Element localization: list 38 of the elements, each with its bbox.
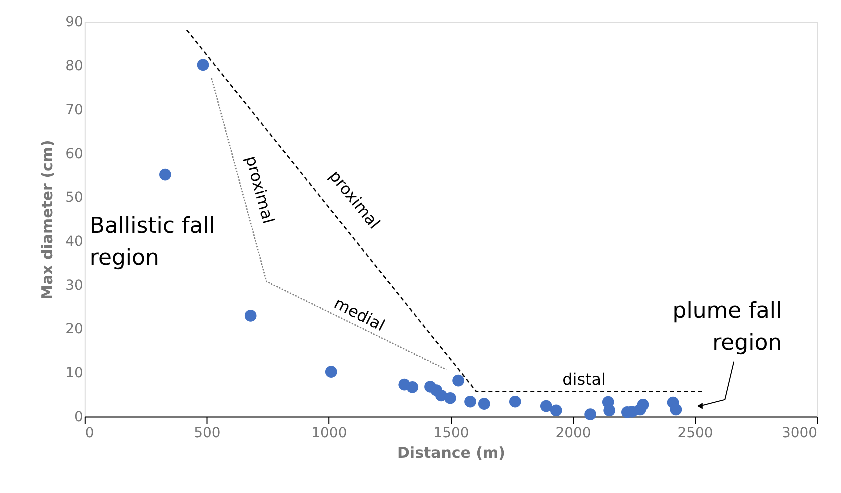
point — [325, 366, 338, 378]
point — [637, 399, 650, 411]
annotation: Ballistic fall region — [90, 214, 216, 271]
x-tick-label: 1500 — [434, 425, 470, 442]
x-axis-title: Distance (m) — [398, 444, 506, 462]
point — [604, 404, 616, 417]
point — [406, 382, 419, 394]
y-tick-label: 30 — [66, 278, 84, 294]
x-tick-label: 0 — [85, 425, 94, 442]
x-tick-label: 500 — [194, 425, 221, 442]
point — [464, 396, 476, 408]
annotation: plume fall region — [672, 298, 782, 356]
y-tick-label: 10 — [66, 365, 84, 382]
point — [478, 398, 490, 410]
y-tick-label: 60 — [66, 146, 84, 162]
x-tick-label: 2500 — [678, 425, 714, 442]
point — [444, 392, 456, 404]
point — [584, 408, 596, 420]
annotation: distal — [562, 370, 606, 389]
point — [452, 374, 464, 387]
point — [509, 396, 522, 408]
y-tick-label: 20 — [66, 322, 84, 338]
point — [244, 310, 257, 322]
x-tick-label: 2000 — [556, 425, 592, 442]
y-tick-label: 80 — [66, 58, 84, 75]
y-tick-label: 50 — [66, 190, 84, 206]
point — [197, 59, 210, 72]
x-tick-label: 1000 — [312, 425, 348, 442]
y-tick-label: 0 — [74, 409, 84, 426]
y-axis-title: Max diameter (cm) — [38, 140, 57, 300]
point — [550, 404, 562, 417]
y-tick-label: 70 — [66, 102, 84, 118]
x-tick-label: 3000 — [782, 425, 818, 442]
y-tick-label: 90 — [66, 14, 84, 31]
point — [670, 404, 682, 416]
point — [160, 168, 172, 181]
point — [540, 400, 552, 412]
y-tick-label: 40 — [66, 234, 84, 250]
